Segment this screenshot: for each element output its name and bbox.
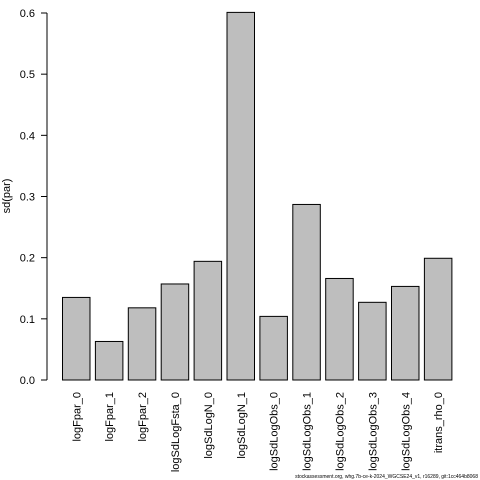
bar-itrans_rho_0 [423, 257, 453, 381]
category-label-logSdLogObs_3: logSdLogObs_3 [367, 392, 379, 471]
y-tick-label: 0.1 [20, 314, 35, 326]
category-label-logSdLogObs_1: logSdLogObs_1 [302, 392, 314, 471]
bar-logSdLogObs_4 [391, 285, 420, 381]
bar-logSdLogFsta_0 [160, 283, 190, 381]
bar-logSdLogObs_2 [325, 277, 354, 381]
bar-logSdLogObs_1 [292, 203, 321, 381]
category-label-logFpar_1: logFpar_1 [104, 392, 116, 442]
category-label-logSdLogObs_0: logSdLogObs_0 [269, 392, 281, 471]
y-ticks: 0.0 0.1 0.2 0.3 0.4 0.5 0.6 [20, 8, 47, 387]
caption-text: stockassessment.org, whg.7b-ce-k-2024_WG… [295, 474, 478, 480]
bar-logSdLogObs_0 [259, 315, 288, 381]
category-label-logFpar_0: logFpar_0 [71, 392, 83, 442]
category-label-logSdLogN_1: logSdLogN_1 [236, 392, 248, 459]
category-label-logSdLogN_0: logSdLogN_0 [203, 392, 215, 459]
bar-logSdLogObs_3 [358, 301, 387, 381]
bar-logSdLogN_1 [226, 11, 255, 381]
y-tick-label: 0.5 [20, 69, 35, 81]
bar-logFpar_2 [127, 307, 157, 381]
y-tick-label: 0.6 [20, 8, 35, 20]
y-tick-label: 0.3 [20, 192, 35, 204]
category-labels: logFpar_0 logFpar_1 logFpar_2 logSdLogFsta_… [71, 392, 445, 472]
bar-logSdLogN_0 [193, 260, 223, 381]
category-label-logSdLogFsta_0: logSdLogFsta_0 [170, 392, 182, 472]
y-tick-label: 0.4 [20, 130, 35, 142]
category-label-logSdLogObs_2: logSdLogObs_2 [334, 392, 346, 471]
bar-logFpar_0 [62, 296, 91, 381]
bar-logFpar_1 [94, 340, 124, 381]
category-label-logFpar_2: logFpar_2 [137, 392, 149, 442]
y-tick-label: 0.2 [20, 253, 35, 265]
y-axis-title: sd(par) [1, 179, 13, 214]
y-tick-label: 0.0 [20, 375, 35, 387]
category-label-itrans_rho_0: itrans_rho_0 [433, 392, 445, 453]
bars-group [62, 11, 453, 381]
category-label-logSdLogObs_4: logSdLogObs_4 [400, 392, 412, 471]
